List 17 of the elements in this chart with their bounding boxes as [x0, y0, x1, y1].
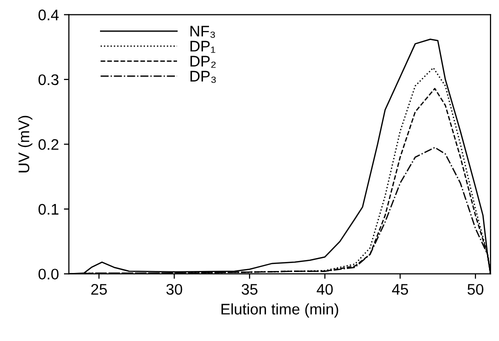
x-tick-label: 30 [166, 284, 182, 295]
x-tick-label: 50 [468, 284, 484, 295]
y-axis-title: UV (mV) [18, 116, 32, 172]
y-tick-label: 0.4 [38, 10, 59, 20]
y-tick-label: 0.2 [38, 139, 58, 150]
x-tick-label: 35 [242, 284, 258, 295]
legend-label: NF₃ [190, 26, 215, 38]
y-tick-label: 0.3 [38, 74, 58, 86]
y-tick-label: 0.1 [38, 204, 58, 215]
x-tick-label: 40 [316, 284, 333, 295]
x-axis-title: Elution time (min) [222, 303, 338, 318]
legend-label: DP₃ [190, 70, 216, 83]
x-tick-label: 25 [91, 284, 107, 295]
y-tick-label: 0.0 [38, 268, 59, 280]
legend-label: DP₂ [190, 56, 216, 68]
x-tick-label: 45 [392, 284, 408, 295]
legend-label: DP₁ [190, 40, 216, 53]
